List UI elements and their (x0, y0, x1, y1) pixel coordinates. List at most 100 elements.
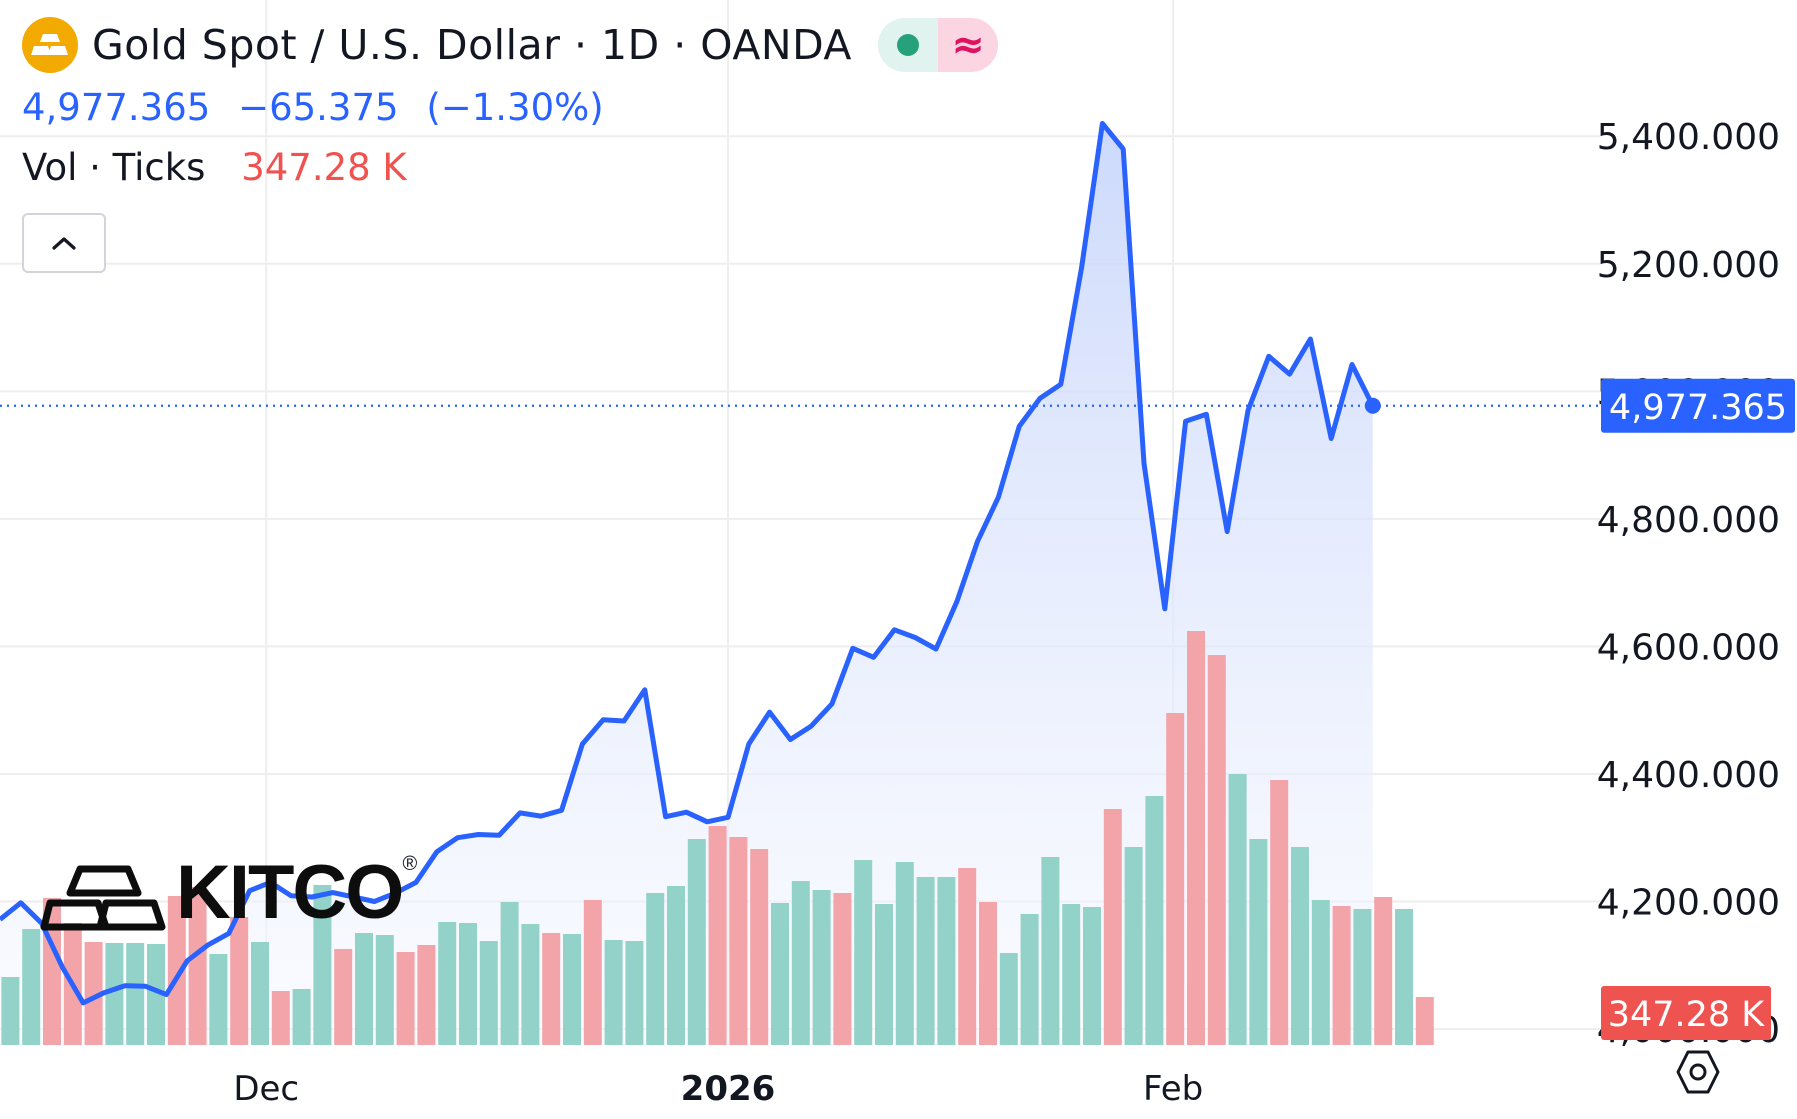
volume-bar (209, 954, 228, 1045)
volume-bars (1, 631, 1434, 1045)
volume-bar (604, 940, 623, 1045)
volume-bar (417, 945, 436, 1045)
volume-bar (355, 933, 373, 1045)
volume-bar (105, 943, 124, 1045)
volume-bar (916, 877, 935, 1045)
y-tick-label: 4,600.000 (1597, 627, 1780, 668)
time-axis[interactable]: Dec 2026 Feb (233, 1069, 1203, 1109)
volume-bar (126, 943, 145, 1045)
volume-bar (1124, 847, 1143, 1045)
volume-bar (500, 902, 519, 1045)
volume-bar (937, 877, 956, 1045)
volume-bar (1062, 904, 1081, 1045)
volume-bar (625, 941, 644, 1045)
last-volume-label: 347.28 K (1601, 986, 1771, 1040)
volume-bar (1083, 907, 1101, 1045)
kitco-wordmark: KITCO (176, 850, 404, 935)
volume-bar (999, 953, 1018, 1045)
price-row: 4,977.365 −65.375 (−1.30%) (22, 86, 998, 132)
volume-bar (958, 868, 977, 1045)
volume-label: Vol · Ticks (22, 146, 206, 189)
volume-bar (1020, 914, 1039, 1045)
delayed-data-icon[interactable]: ≈ (937, 18, 998, 72)
volume-bar (791, 881, 810, 1045)
volume-bar (313, 885, 332, 1045)
volume-bar (167, 896, 186, 1045)
last-price-label: 4,977.365 (1601, 378, 1795, 433)
last-price-dot (1364, 397, 1381, 414)
volume-bar (895, 862, 914, 1045)
volume-bar (1, 977, 20, 1045)
volume-bar (375, 935, 394, 1045)
y-tick-label: 5,400.000 (1597, 117, 1780, 158)
last-price: 4,977.365 (22, 86, 211, 129)
volume-bar (438, 922, 457, 1045)
volume-bar (396, 952, 415, 1045)
volume-bar (1374, 897, 1393, 1045)
price-change: −65.375 (238, 86, 399, 129)
volume-bar (1166, 713, 1185, 1045)
volume-bar (583, 900, 602, 1045)
volume-bar (292, 989, 311, 1045)
y-tick-label: 5,200.000 (1597, 245, 1780, 286)
symbol-title[interactable]: Gold Spot / U.S. Dollar · 1D · OANDA (92, 21, 852, 69)
x-tick-label: Feb (1143, 1069, 1203, 1109)
volume-bar (771, 903, 789, 1045)
volume-bar (84, 942, 103, 1045)
gear-icon (1676, 1050, 1720, 1094)
volume-bar (667, 886, 685, 1045)
price-line (0, 121, 1376, 1006)
y-tick-label: 4,400.000 (1597, 755, 1780, 796)
settings-gear-button[interactable] (1672, 1046, 1724, 1098)
volume-bar (479, 941, 498, 1045)
volume-bar (812, 890, 831, 1045)
volume-bar (1353, 909, 1372, 1045)
volume-bar (875, 904, 893, 1045)
market-open-dot-icon[interactable] (877, 18, 938, 72)
volume-bar (542, 933, 561, 1045)
volume-bar (563, 934, 581, 1045)
volume-bar (22, 929, 41, 1045)
volume-row: Vol · Ticks 347.28 K (22, 146, 998, 192)
registered-mark: ® (402, 853, 418, 875)
volume-bar (334, 949, 353, 1045)
price-area (0, 123, 1373, 1045)
volume-bar (271, 991, 290, 1045)
chart-legend: Gold Spot / U.S. Dollar · 1D · OANDA ≈ 4… (22, 14, 998, 192)
volume-bar (687, 839, 706, 1045)
volume-bar (1270, 780, 1289, 1045)
price-axis[interactable]: 5,400.0005,200.0005,000.0004,800.0004,60… (1597, 117, 1780, 1051)
volume-bar (1311, 900, 1330, 1045)
volume-bar (729, 837, 748, 1045)
volume-bar (521, 924, 540, 1045)
collapse-legend-button[interactable] (22, 213, 106, 273)
volume-bar (750, 849, 769, 1045)
y-tick-label: 4,200.000 (1597, 883, 1780, 924)
volume-value: 347.28 K (241, 146, 407, 189)
volume-bar (251, 942, 269, 1045)
chevron-up-icon (52, 237, 76, 250)
volume-bar (1415, 997, 1434, 1045)
volume-bar (1228, 774, 1247, 1045)
kitco-watermark: KITCO ® (40, 850, 418, 935)
volume-bar (854, 860, 873, 1045)
y-tick-label: 4,800.000 (1597, 500, 1780, 541)
volume-bar (459, 923, 477, 1045)
volume-bar (708, 826, 727, 1045)
kitco-logo-icon (40, 865, 166, 931)
volume-bar (1103, 809, 1122, 1045)
volume-bar (1041, 857, 1060, 1045)
x-tick-label: 2026 (681, 1069, 776, 1109)
price-change-percent: (−1.30%) (426, 86, 604, 129)
volume-bar (1395, 909, 1413, 1045)
last-volume-tag (1601, 986, 1771, 1040)
gold-bars-icon[interactable] (22, 17, 78, 73)
volume-bar (1249, 839, 1268, 1045)
volume-bar (1291, 847, 1309, 1045)
status-badges[interactable]: ≈ (877, 18, 998, 72)
volume-bar (188, 887, 207, 1045)
volume-bar (833, 893, 852, 1045)
volume-bar (147, 944, 165, 1045)
last-price-tag (1601, 378, 1795, 433)
